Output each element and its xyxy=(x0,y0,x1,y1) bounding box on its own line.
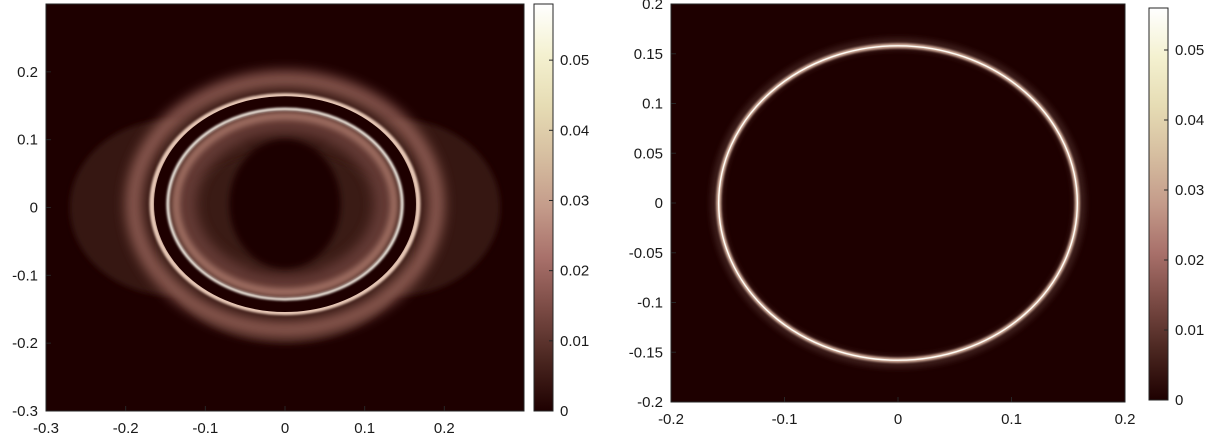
colorbar-axis-2: 0 0.01 0.02 0.03 0.04 0.05 xyxy=(1164,42,1204,409)
y-tick-label: 0.2 xyxy=(17,64,38,81)
colorbar-tick-label: 0.04 xyxy=(1175,112,1204,129)
y-tick-label: -0.1 xyxy=(637,295,663,312)
plot-area-2 xyxy=(671,4,1125,402)
colorbar-2: 0 0.01 0.02 0.03 0.04 0.05 xyxy=(1148,7,1204,409)
heatmap-field-2 xyxy=(710,37,1086,369)
heatmap-panel-2: -0.2 -0.1 0 0.1 0.2 -0.2 -0.15 -0.1 -0.05 0 0.05 0… xyxy=(629,0,1136,428)
x-tick-label: -0.2 xyxy=(113,420,139,437)
colorbar-bar-2 xyxy=(1148,7,1169,401)
heatmap-panel-1: -0.3 -0.2 -0.1 0 0.1 0.2 -0.3 -0.2 -0.1 0 0.1 0.2 xyxy=(12,3,525,437)
y-tick-label: 0.2 xyxy=(642,0,663,13)
x-tick-label: 0 xyxy=(894,411,902,428)
colorbar-axis-1: 0 0.01 0.02 0.03 0.04 0.05 xyxy=(549,52,589,420)
colorbar-tick-label: 0.04 xyxy=(560,122,589,139)
x-tick-label: 0.2 xyxy=(1115,411,1136,428)
y-axis-1: -0.3 -0.2 -0.1 0 0.1 0.2 xyxy=(12,64,51,420)
colorbar-tick-label: 0.02 xyxy=(560,263,589,280)
y-axis-2: -0.2 -0.15 -0.1 -0.05 0 0.05 0.1 0.15 0.2 xyxy=(629,0,676,411)
colorbar-tick-label: 0 xyxy=(560,403,568,420)
dark-gap-ring xyxy=(154,96,416,313)
y-tick-label: 0 xyxy=(655,195,663,212)
x-tick-label: 0.1 xyxy=(1001,411,1022,428)
colorbar-tick-label: 0.02 xyxy=(1175,252,1204,269)
colorbar-tick-label: 0.03 xyxy=(560,192,589,209)
x-axis-1: -0.3 -0.2 -0.1 0 0.1 0.2 xyxy=(33,406,455,437)
colorbar-tick-label: 0.01 xyxy=(1175,322,1204,339)
y-tick-label: -0.05 xyxy=(629,245,663,262)
x-tick-label: 0 xyxy=(281,420,289,437)
x-tick-label: 0.1 xyxy=(354,420,375,437)
heatmap-field-1 xyxy=(69,70,501,344)
x-tick-label: 0.2 xyxy=(434,420,455,437)
x-tick-label: -0.1 xyxy=(772,411,798,428)
y-tick-label: 0.05 xyxy=(634,145,663,162)
inner-bright-ring xyxy=(166,107,404,301)
x-tick-label: -0.3 xyxy=(33,420,59,437)
colorbar-tick-label: 0.01 xyxy=(560,333,589,350)
colorbar-tick-label: 0.05 xyxy=(560,52,589,69)
thin-white-ring xyxy=(717,45,1079,361)
inner-glow xyxy=(174,111,396,297)
y-tick-label: -0.1 xyxy=(12,267,38,284)
y-tick-label: 0.1 xyxy=(642,96,663,113)
y-tick-label: -0.15 xyxy=(629,344,663,361)
inner-warm-ring xyxy=(171,111,399,297)
y-tick-label: 0 xyxy=(30,200,38,217)
y-tick-label: -0.3 xyxy=(12,403,38,420)
y-tick-label: 0.1 xyxy=(17,132,38,149)
y-tick-label: -0.2 xyxy=(637,394,663,411)
x-tick-label: -0.1 xyxy=(192,420,218,437)
colorbar-1: 0 0.01 0.02 0.03 0.04 0.05 xyxy=(533,3,589,420)
y-tick-label: -0.2 xyxy=(12,335,38,352)
colorbar-tick-label: 0.05 xyxy=(1175,42,1204,59)
x-tick-label: -0.2 xyxy=(658,411,684,428)
dark-core xyxy=(229,139,341,269)
x-axis-2: -0.2 -0.1 0 0.1 0.2 xyxy=(658,397,1135,428)
colorbar-bar-1 xyxy=(533,3,554,412)
y-tick-label: 0.15 xyxy=(634,46,663,63)
colorbar-tick-label: 0.03 xyxy=(1175,182,1204,199)
outer-bright-ring xyxy=(149,93,421,316)
colorbar-tick-label: 0 xyxy=(1175,392,1183,409)
outer-glow xyxy=(125,70,445,338)
